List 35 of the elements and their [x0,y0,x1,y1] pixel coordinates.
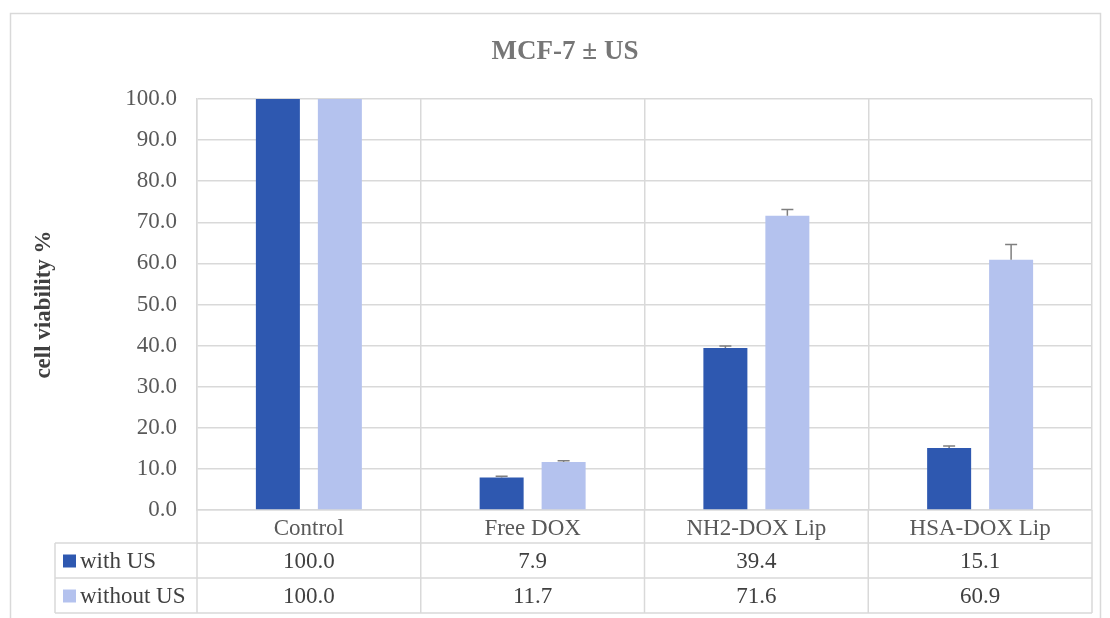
legend-label: without US [80,582,186,608]
y-tick-label: 60.0 [136,249,177,275]
y-axis-title: cell viability % [29,230,55,379]
y-tick-label: 10.0 [136,454,177,480]
y-tick-label: 30.0 [136,372,177,398]
y-tick-label: 100.0 [125,85,177,111]
data-label: 71.6 [736,582,777,608]
data-label: 100.0 [283,582,335,608]
y-tick-label: 90.0 [136,126,177,152]
y-tick-label: 0.0 [148,496,177,522]
bar [927,447,972,510]
data-label: 7.9 [518,547,547,573]
bar [765,215,810,510]
legend-label: with US [80,547,157,573]
bar [255,99,300,510]
chart-title: MCF-7 ± US [491,34,639,65]
bar [989,259,1034,510]
x-tick-label: Free DOX [484,514,582,540]
y-tick-label: 20.0 [136,413,177,439]
y-tick-label: 70.0 [136,208,177,234]
data-label: 15.1 [960,547,1001,573]
y-tick-label: 80.0 [136,167,177,193]
x-tick-label: HSA-DOX Lip [909,514,1051,540]
data-label: 100.0 [283,547,335,573]
bar [703,348,748,510]
x-tick-label: NH2-DOX Lip [686,514,827,540]
bar [479,477,524,510]
data-label: 39.4 [736,547,777,573]
y-tick-label: 50.0 [136,290,177,316]
x-tick-label: Control [273,514,345,540]
y-tick-label: 40.0 [136,331,177,357]
data-label: 60.9 [960,582,1001,608]
bar [541,461,586,510]
data-label: 11.7 [512,582,553,608]
bar [317,99,362,510]
